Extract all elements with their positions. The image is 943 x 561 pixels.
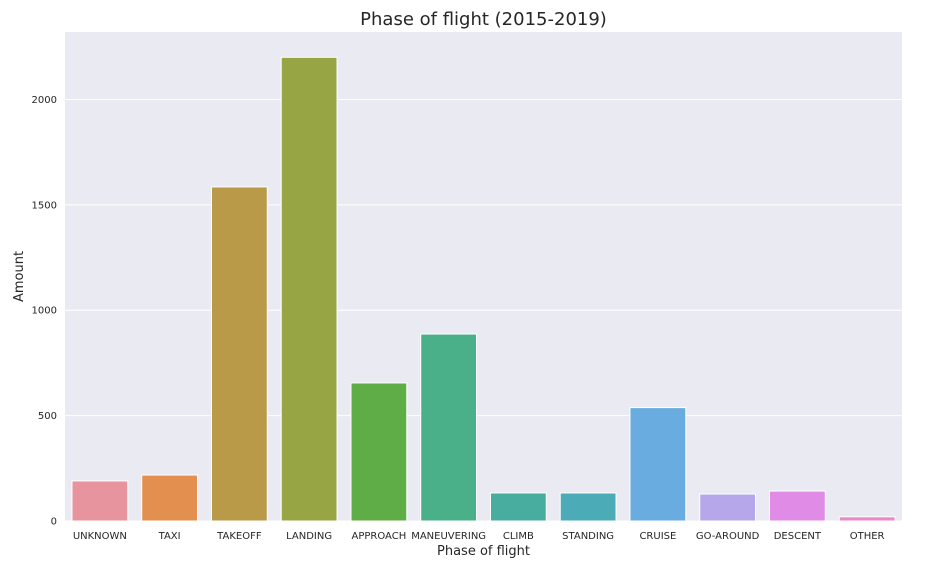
x-tick-labels: UNKNOWN TAXI TAKEOFF LANDING APPROACH MANEUVE…: [73, 531, 885, 542]
y-tick-label: 0: [51, 517, 57, 528]
x-tick-label: OTHER: [850, 531, 885, 542]
bar-climb: [489, 492, 547, 522]
plot-area: [65, 32, 902, 521]
bar-cruise: [629, 407, 687, 522]
x-tick-label: CLIMB: [503, 531, 534, 542]
bar-unknown: [71, 480, 129, 522]
y-tick-labels: 0 500 1000 1500 2000: [32, 95, 57, 528]
x-tick-label: CRUISE: [639, 531, 676, 542]
bars: [71, 56, 896, 522]
y-tick-label: 500: [38, 411, 57, 422]
chart-title: Phase of flight (2015-2019): [360, 9, 607, 30]
bar-other: [838, 516, 896, 522]
y-axis-label: Amount: [12, 251, 27, 302]
x-tick-label: GO-AROUND: [696, 531, 760, 542]
x-tick-label: TAKEOFF: [216, 531, 262, 542]
bar-takeoff: [210, 186, 268, 522]
y-tick-label: 1000: [32, 306, 57, 317]
x-tick-label: DESCENT: [774, 531, 822, 542]
bar-maneuvering: [420, 333, 478, 522]
bar-taxi: [141, 474, 199, 522]
y-tick-label: 1500: [32, 200, 57, 211]
gridlines: [65, 98, 902, 522]
bar-approach: [350, 382, 408, 522]
x-tick-label: LANDING: [286, 531, 332, 542]
bar-descent: [768, 490, 826, 522]
bar-go-around: [699, 493, 757, 522]
y-tick-label: 2000: [32, 95, 57, 106]
x-tick-label: TAXI: [158, 531, 181, 542]
x-axis-label: Phase of flight: [437, 544, 530, 559]
bar-landing: [280, 56, 338, 522]
bar-standing: [559, 492, 617, 522]
x-tick-label: UNKNOWN: [73, 531, 127, 542]
x-tick-label: APPROACH: [352, 531, 407, 542]
x-tick-label: STANDING: [562, 531, 614, 542]
x-tick-label: MANEUVERING: [411, 531, 486, 542]
